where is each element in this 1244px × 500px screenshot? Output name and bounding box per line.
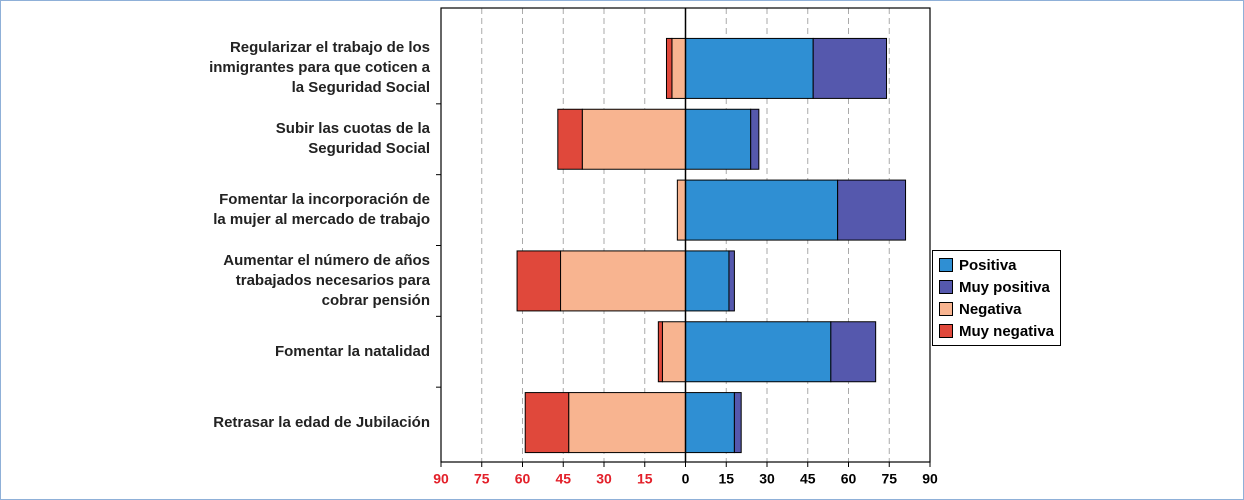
legend-swatch (939, 280, 953, 294)
category-label: Retrasar la edad de Jubilación (213, 413, 430, 431)
x-tick-label: 60 (515, 471, 531, 487)
legend-item: Negativa (939, 298, 1054, 320)
legend-swatch (939, 302, 953, 316)
x-tick-label: 15 (718, 471, 734, 487)
bar (676, 179, 686, 241)
x-tick-label: 90 (433, 471, 449, 487)
bar (516, 250, 562, 312)
x-tick-label: 30 (759, 471, 775, 487)
bar (685, 179, 839, 241)
legend-label: Positiva (959, 256, 1017, 274)
bar (685, 321, 832, 383)
bar (733, 392, 742, 454)
bar (685, 250, 730, 312)
legend: Positiva Muy positiva Negativa Muy negativa (932, 250, 1062, 346)
x-tick-label: 45 (555, 471, 571, 487)
bar (685, 108, 752, 170)
x-tick-label: 75 (474, 471, 490, 487)
x-tick-label: 60 (841, 471, 857, 487)
bar (728, 250, 735, 312)
bar (560, 250, 686, 312)
bar (837, 179, 907, 241)
category-label: Regularizar el trabajo de los inmigrante… (209, 39, 430, 97)
bar (685, 392, 735, 454)
x-tick-label: 15 (637, 471, 653, 487)
x-tick-label: 90 (922, 471, 938, 487)
x-tick-label: 75 (881, 471, 897, 487)
bar (812, 37, 888, 99)
legend-item: Positiva (939, 254, 1054, 276)
x-tick-label: 30 (596, 471, 612, 487)
bar (557, 108, 583, 170)
bar (661, 321, 686, 383)
legend-item: Muy negativa (939, 320, 1054, 342)
category-label: Fomentar la incorporación de la mujer al… (213, 191, 430, 229)
legend-swatch (939, 324, 953, 338)
legend-swatch (939, 258, 953, 272)
legend-label: Muy positiva (959, 278, 1050, 296)
bar (671, 37, 687, 99)
bar (568, 392, 687, 454)
bar (750, 108, 760, 170)
x-tick-label: 45 (800, 471, 816, 487)
bar (665, 37, 673, 99)
legend-label: Muy negativa (959, 322, 1055, 340)
bar (685, 37, 814, 99)
legend-item: Muy positiva (939, 276, 1054, 298)
bar (830, 321, 877, 383)
x-tick-label: 0 (682, 471, 690, 487)
category-label: Subir las cuotas de la Seguridad Social (275, 120, 430, 158)
bar (524, 392, 570, 454)
bar (581, 108, 686, 170)
category-label: Fomentar la natalidad (274, 342, 430, 360)
category-label: Aumentar el número de años trabajados ne… (223, 251, 430, 309)
bar (657, 321, 663, 383)
legend-label: Negativa (959, 300, 1022, 318)
